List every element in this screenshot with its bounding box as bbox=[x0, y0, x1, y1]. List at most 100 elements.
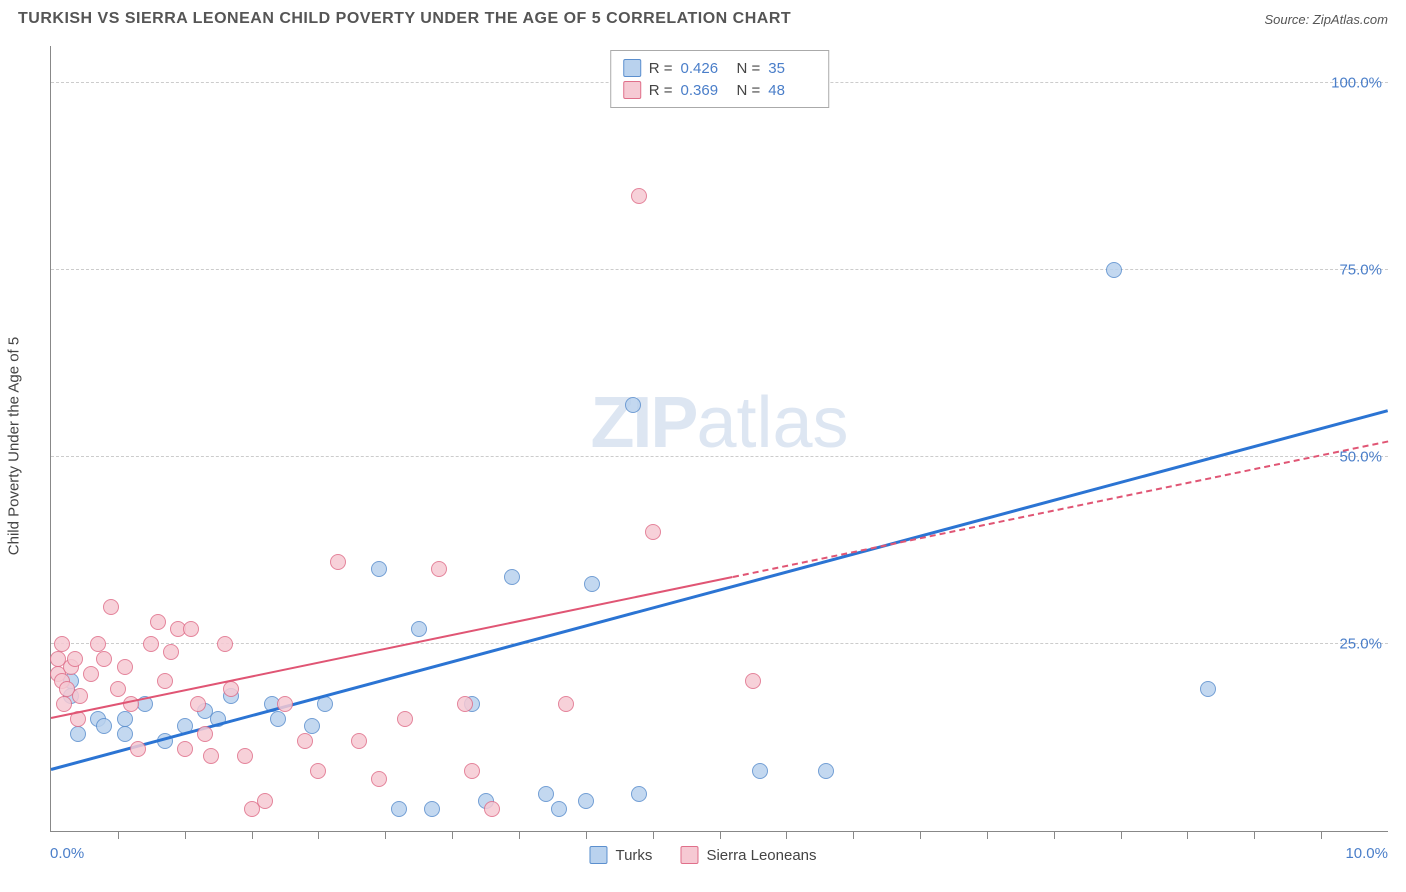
gridline bbox=[51, 456, 1388, 457]
data-point-turks bbox=[411, 621, 427, 637]
trend-line-turks bbox=[51, 409, 1389, 771]
data-point-turks bbox=[631, 786, 647, 802]
data-point-turks bbox=[625, 397, 641, 413]
data-point-sierra bbox=[431, 561, 447, 577]
x-tick bbox=[1187, 831, 1188, 839]
data-point-sierra bbox=[117, 659, 133, 675]
x-tick bbox=[853, 831, 854, 839]
y-tick-label: 75.0% bbox=[1339, 262, 1382, 279]
n-value-turks: 35 bbox=[768, 60, 816, 77]
x-tick bbox=[385, 831, 386, 839]
data-point-turks bbox=[504, 569, 520, 585]
data-point-sierra bbox=[163, 644, 179, 660]
data-point-sierra bbox=[558, 696, 574, 712]
y-tick-label: 25.0% bbox=[1339, 636, 1382, 653]
stats-legend-box: R = 0.426 N = 35 R = 0.369 N = 48 bbox=[610, 50, 830, 108]
legend-label-turks: Turks bbox=[615, 847, 652, 864]
data-point-sierra bbox=[310, 763, 326, 779]
data-point-turks bbox=[424, 801, 440, 817]
source-prefix: Source: bbox=[1264, 12, 1312, 27]
chart-header: TURKISH VS SIERRA LEONEAN CHILD POVERTY … bbox=[18, 10, 1388, 28]
data-point-sierra bbox=[157, 673, 173, 689]
data-point-sierra bbox=[54, 636, 70, 652]
n-label-2: N = bbox=[737, 82, 761, 99]
n-value-sierra: 48 bbox=[768, 82, 816, 99]
swatch-sierra bbox=[623, 81, 641, 99]
data-point-turks bbox=[70, 726, 86, 742]
data-point-turks bbox=[371, 561, 387, 577]
data-point-sierra bbox=[203, 748, 219, 764]
data-point-sierra bbox=[297, 733, 313, 749]
data-point-turks bbox=[584, 576, 600, 592]
data-point-sierra bbox=[56, 696, 72, 712]
x-axis-min-label: 0.0% bbox=[50, 845, 84, 862]
stats-row-sierra: R = 0.369 N = 48 bbox=[623, 79, 817, 101]
data-point-sierra bbox=[197, 726, 213, 742]
data-point-turks bbox=[818, 763, 834, 779]
r-label-2: R = bbox=[649, 82, 673, 99]
data-point-sierra bbox=[130, 741, 146, 757]
x-tick bbox=[1321, 831, 1322, 839]
chart-plot-area: ZIPatlas 25.0%50.0%75.0%100.0% R = 0.426… bbox=[50, 46, 1388, 832]
data-point-turks bbox=[117, 711, 133, 727]
legend-swatch-turks bbox=[589, 846, 607, 864]
gridline bbox=[51, 643, 1388, 644]
legend-swatch-sierra bbox=[680, 846, 698, 864]
data-point-sierra bbox=[257, 793, 273, 809]
data-point-sierra bbox=[96, 651, 112, 667]
x-tick bbox=[586, 831, 587, 839]
gridline bbox=[51, 269, 1388, 270]
data-point-sierra bbox=[397, 711, 413, 727]
data-point-sierra bbox=[277, 696, 293, 712]
x-tick bbox=[920, 831, 921, 839]
x-tick bbox=[185, 831, 186, 839]
data-point-sierra bbox=[745, 673, 761, 689]
source-name: ZipAtlas.com bbox=[1313, 12, 1388, 27]
y-tick-label: 100.0% bbox=[1331, 75, 1382, 92]
data-point-sierra bbox=[150, 614, 166, 630]
data-point-turks bbox=[117, 726, 133, 742]
r-label: R = bbox=[649, 60, 673, 77]
data-point-sierra bbox=[645, 524, 661, 540]
plot-layer: 25.0% 50.0% 75.0% 100.0% bbox=[51, 46, 1388, 831]
n-label: N = bbox=[737, 60, 761, 77]
x-tick bbox=[987, 831, 988, 839]
data-point-turks bbox=[96, 718, 112, 734]
data-point-sierra bbox=[103, 599, 119, 615]
data-point-sierra bbox=[330, 554, 346, 570]
data-point-sierra bbox=[177, 741, 193, 757]
data-point-sierra bbox=[183, 621, 199, 637]
y-tick-label: 50.0% bbox=[1339, 449, 1382, 466]
x-tick bbox=[1054, 831, 1055, 839]
legend-item-sierra: Sierra Leoneans bbox=[680, 846, 816, 864]
x-tick bbox=[252, 831, 253, 839]
data-point-sierra bbox=[237, 748, 253, 764]
x-axis-max-label: 10.0% bbox=[1345, 845, 1388, 862]
data-point-sierra bbox=[223, 681, 239, 697]
x-tick bbox=[786, 831, 787, 839]
y-axis-label: Child Poverty Under the Age of 5 bbox=[6, 337, 23, 555]
x-tick bbox=[519, 831, 520, 839]
data-point-turks bbox=[578, 793, 594, 809]
trend-line-sierra-dashed bbox=[733, 440, 1389, 578]
data-point-sierra bbox=[67, 651, 83, 667]
legend-item-turks: Turks bbox=[589, 846, 652, 864]
r-value-sierra: 0.369 bbox=[681, 82, 729, 99]
data-point-sierra bbox=[143, 636, 159, 652]
data-point-sierra bbox=[190, 696, 206, 712]
stats-row-turks: R = 0.426 N = 35 bbox=[623, 57, 817, 79]
data-point-sierra bbox=[90, 636, 106, 652]
data-point-sierra bbox=[110, 681, 126, 697]
data-point-turks bbox=[304, 718, 320, 734]
r-value-turks: 0.426 bbox=[681, 60, 729, 77]
data-point-sierra bbox=[457, 696, 473, 712]
data-point-sierra bbox=[217, 636, 233, 652]
data-point-turks bbox=[1200, 681, 1216, 697]
chart-source: Source: ZipAtlas.com bbox=[1264, 12, 1388, 27]
data-point-sierra bbox=[72, 688, 88, 704]
data-point-sierra bbox=[351, 733, 367, 749]
bottom-legend: Turks Sierra Leoneans bbox=[589, 846, 816, 864]
data-point-sierra bbox=[83, 666, 99, 682]
data-point-turks bbox=[752, 763, 768, 779]
x-tick bbox=[452, 831, 453, 839]
